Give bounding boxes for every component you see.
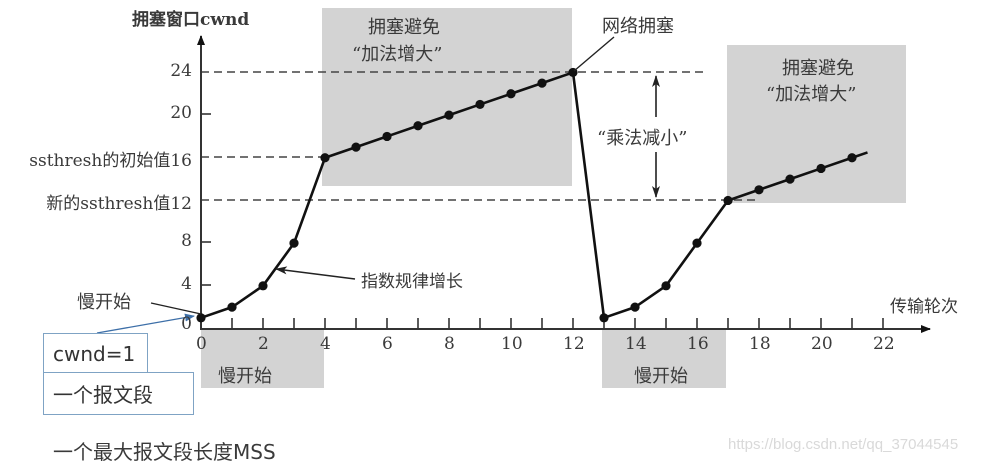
data-point (754, 185, 764, 195)
ca-region-2 (727, 45, 906, 203)
data-point (692, 238, 702, 248)
congestion-label: 网络拥塞 (602, 16, 674, 37)
y-tick-0: 0 (181, 314, 192, 334)
y-tick-24: 24 (170, 61, 192, 81)
x-tick-0: 0 (196, 334, 207, 354)
note-arrow (96, 313, 195, 334)
slow-start-label: 慢开始 (77, 292, 131, 313)
data-point (537, 78, 547, 88)
mult-decrease-label: “乘法减小” (597, 128, 688, 149)
y-tick-8: 8 (181, 231, 192, 251)
y-ticks (201, 113, 211, 286)
data-point (661, 281, 671, 291)
ca1-label-line1: 拥塞避免 (368, 17, 440, 38)
x-tick-4: 4 (320, 334, 331, 354)
x-tick-16: 16 (687, 334, 709, 354)
ss1-label: 慢开始 (218, 366, 272, 387)
x-axis-title: 传输轮次 (890, 297, 958, 317)
exp-growth-pointer (275, 266, 356, 280)
data-point (847, 153, 857, 163)
data-point (599, 313, 609, 323)
data-point (444, 110, 454, 120)
x-tick-8: 8 (444, 334, 455, 354)
data-point (630, 302, 640, 312)
x-tick-22: 22 (873, 334, 895, 354)
exp-growth-label: 指数规律增长 (361, 272, 463, 292)
ss-region-1 (201, 330, 324, 388)
axes (197, 35, 931, 333)
cwnd-points (196, 67, 857, 323)
ca2-label-line2: “加法增大” (766, 84, 857, 105)
x-tick-6: 6 (382, 334, 393, 354)
watermark: https://blog.csdn.net/qq_37044545 (728, 436, 959, 453)
data-point (506, 89, 516, 99)
cwnd-note-box: cwnd=1 (43, 333, 148, 375)
x-tick-18: 18 (749, 334, 771, 354)
x-ticks (231, 318, 884, 329)
data-point (227, 302, 237, 312)
cwnd-note-text: cwnd=1 (53, 342, 136, 366)
data-point (320, 153, 330, 163)
x-tick-14: 14 (625, 334, 647, 354)
data-point (413, 121, 423, 131)
y-axis-title: 拥塞窗口cwnd (132, 10, 250, 30)
data-point (351, 142, 361, 152)
ss-region-2 (602, 330, 726, 388)
y-tick-4: 4 (181, 274, 192, 294)
data-point (258, 281, 268, 291)
ca-region-1 (322, 8, 572, 186)
ss2-label: 慢开始 (634, 366, 688, 387)
mss-note-text: 一个最大报文段长度MSS (53, 440, 276, 464)
reference-lines (201, 71, 755, 201)
y-tick-12: 新的ssthresh值12 (46, 194, 192, 214)
slow-start-pointer (150, 302, 202, 315)
congestion-pointer (573, 36, 615, 72)
x-tick-2: 2 (258, 334, 269, 354)
segment-note-text: 一个报文段 (53, 383, 153, 407)
data-point (289, 238, 299, 248)
ca2-label-line1: 拥塞避免 (782, 58, 854, 79)
y-tick-20: 20 (170, 103, 192, 123)
segment-note-box: 一个报文段 (43, 372, 194, 415)
x-tick-12: 12 (563, 334, 585, 354)
x-tick-20: 20 (811, 334, 833, 354)
data-point (382, 131, 392, 142)
data-point (723, 195, 733, 206)
y-tick-16: ssthresh的初始值16 (29, 151, 192, 171)
ca1-label-line2: “加法增大” (352, 44, 443, 65)
data-point (196, 313, 206, 323)
data-point (785, 174, 795, 184)
data-point (475, 99, 485, 110)
x-tick-10: 10 (501, 334, 523, 354)
data-point (816, 163, 826, 174)
